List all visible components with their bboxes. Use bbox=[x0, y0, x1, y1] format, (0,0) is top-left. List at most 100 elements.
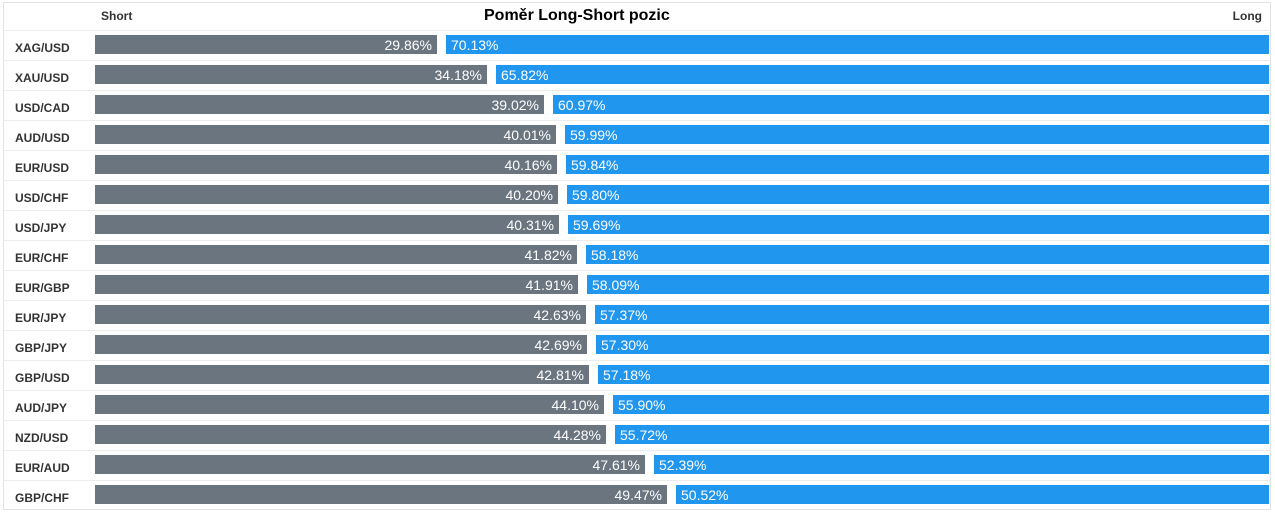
long-value-label: 57.37% bbox=[600, 307, 648, 323]
pair-label: AUD/JPY bbox=[15, 401, 68, 415]
table-row: AUD/USD 40.01% 59.99% bbox=[3, 120, 1271, 150]
short-bar bbox=[95, 395, 604, 414]
table-row: XAG/USD 29.86% 70.13% bbox=[3, 30, 1271, 60]
long-bar bbox=[613, 395, 1269, 414]
long-value-label: 58.09% bbox=[592, 277, 640, 293]
table-row: GBP/CHF 49.47% 50.52% bbox=[3, 480, 1271, 510]
short-bar bbox=[95, 35, 437, 54]
long-bar bbox=[568, 215, 1269, 234]
short-value-label: 39.02% bbox=[491, 97, 539, 113]
pair-label: USD/CAD bbox=[15, 101, 70, 115]
short-value-label: 44.10% bbox=[551, 397, 599, 413]
long-value-label: 50.52% bbox=[681, 487, 729, 503]
short-bar bbox=[95, 485, 667, 504]
pair-label: NZD/USD bbox=[15, 431, 69, 445]
pair-label: GBP/JPY bbox=[15, 341, 68, 355]
pair-label: USD/JPY bbox=[15, 221, 67, 235]
short-bar bbox=[95, 95, 544, 114]
short-bar bbox=[95, 125, 556, 144]
table-row: USD/JPY 40.31% 59.69% bbox=[3, 210, 1271, 240]
short-bar bbox=[95, 335, 587, 354]
long-value-label: 65.82% bbox=[501, 67, 549, 83]
table-row: EUR/CHF 41.82% 58.18% bbox=[3, 240, 1271, 270]
short-value-label: 40.31% bbox=[506, 217, 554, 233]
pair-label: EUR/USD bbox=[15, 161, 70, 175]
pair-label: XAU/USD bbox=[15, 71, 70, 85]
short-bar bbox=[95, 245, 577, 264]
long-bar bbox=[553, 95, 1269, 114]
short-value-label: 29.86% bbox=[384, 37, 432, 53]
table-row: EUR/USD 40.16% 59.84% bbox=[3, 150, 1271, 180]
long-value-label: 59.80% bbox=[572, 187, 620, 203]
short-value-label: 40.01% bbox=[503, 127, 551, 143]
long-bar bbox=[586, 245, 1269, 264]
short-bar bbox=[95, 275, 578, 294]
long-value-label: 57.18% bbox=[603, 367, 651, 383]
short-value-label: 42.69% bbox=[534, 337, 582, 353]
pair-label: AUD/USD bbox=[15, 131, 70, 145]
short-value-label: 47.61% bbox=[592, 457, 640, 473]
long-bar bbox=[496, 65, 1269, 84]
short-value-label: 42.63% bbox=[533, 307, 581, 323]
long-bar bbox=[587, 275, 1269, 294]
chart-title: Poměr Long-Short pozic bbox=[484, 7, 670, 24]
short-value-label: 34.18% bbox=[434, 67, 482, 83]
long-bar bbox=[615, 425, 1269, 444]
short-value-label: 44.28% bbox=[553, 427, 601, 443]
long-value-label: 52.39% bbox=[659, 457, 707, 473]
table-row: EUR/AUD 47.61% 52.39% bbox=[3, 450, 1271, 480]
short-value-label: 49.47% bbox=[614, 487, 662, 503]
long-header-label: Long bbox=[1232, 9, 1262, 23]
pair-label: GBP/USD bbox=[15, 371, 70, 385]
short-bar bbox=[95, 365, 589, 384]
table-row: USD/CHF 40.20% 59.80% bbox=[3, 180, 1271, 210]
pair-label: EUR/AUD bbox=[15, 461, 70, 475]
chart-frame bbox=[3, 2, 1271, 510]
long-bar bbox=[446, 35, 1269, 54]
long-bar bbox=[567, 185, 1269, 204]
table-row: USD/CAD 39.02% 60.97% bbox=[3, 90, 1271, 120]
pair-label: EUR/GBP bbox=[15, 281, 70, 295]
short-bar bbox=[95, 185, 558, 204]
long-bar bbox=[595, 305, 1269, 324]
table-row: XAU/USD 34.18% 65.82% bbox=[3, 60, 1271, 90]
long-value-label: 57.30% bbox=[601, 337, 649, 353]
long-bar bbox=[565, 125, 1269, 144]
short-bar bbox=[95, 425, 606, 444]
long-bar bbox=[654, 455, 1269, 474]
short-value-label: 40.16% bbox=[504, 157, 552, 173]
short-value-label: 40.20% bbox=[505, 187, 553, 203]
long-bar bbox=[566, 155, 1269, 174]
short-value-label: 42.81% bbox=[536, 367, 584, 383]
short-bar bbox=[95, 215, 559, 234]
short-value-label: 41.91% bbox=[525, 277, 573, 293]
table-row: NZD/USD 44.28% 55.72% bbox=[3, 420, 1271, 450]
table-row: EUR/GBP 41.91% 58.09% bbox=[3, 270, 1271, 300]
long-value-label: 58.18% bbox=[591, 247, 639, 263]
table-row: GBP/JPY 42.69% 57.30% bbox=[3, 330, 1271, 360]
pair-label: EUR/CHF bbox=[15, 251, 69, 265]
pair-label: USD/CHF bbox=[15, 191, 69, 205]
short-value-label: 41.82% bbox=[524, 247, 572, 263]
long-value-label: 59.99% bbox=[570, 127, 618, 143]
long-value-label: 70.13% bbox=[451, 37, 499, 53]
long-value-label: 59.69% bbox=[573, 217, 621, 233]
short-bar bbox=[95, 305, 586, 324]
long-value-label: 55.90% bbox=[618, 397, 666, 413]
short-header-label: Short bbox=[101, 9, 133, 23]
long-value-label: 59.84% bbox=[571, 157, 619, 173]
pair-label: EUR/JPY bbox=[15, 311, 67, 325]
short-bar bbox=[95, 455, 645, 474]
long-bar bbox=[596, 335, 1269, 354]
short-bar bbox=[95, 155, 557, 174]
pair-label: XAG/USD bbox=[15, 41, 70, 55]
pair-label: GBP/CHF bbox=[15, 491, 69, 505]
long-bar bbox=[598, 365, 1269, 384]
long-bar bbox=[676, 485, 1269, 504]
table-row: AUD/JPY 44.10% 55.90% bbox=[3, 390, 1271, 420]
table-row: GBP/USD 42.81% 57.18% bbox=[3, 360, 1271, 390]
long-value-label: 55.72% bbox=[620, 427, 668, 443]
table-row: EUR/JPY 42.63% 57.37% bbox=[3, 300, 1271, 330]
long-value-label: 60.97% bbox=[558, 97, 606, 113]
short-bar bbox=[95, 65, 487, 84]
